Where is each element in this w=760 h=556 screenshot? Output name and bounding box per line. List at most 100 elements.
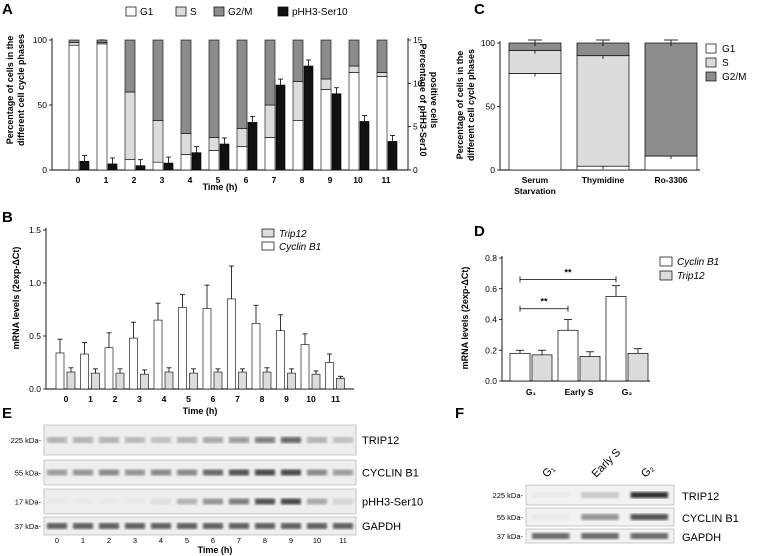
blot-e-lane-label: 4 (159, 536, 163, 545)
panel-b-xtick-label: 7 (235, 394, 240, 404)
panel-b-bar-trip12 (164, 371, 174, 390)
panel-a-bar-g1 (68, 44, 80, 171)
blot-e-band (333, 498, 353, 505)
blot-f-lane-label: Early S (590, 447, 624, 481)
panel-d-bar-trip12 (627, 352, 649, 382)
blot-e-lane-label: 2 (107, 536, 111, 545)
legend-label-g1: G1 (140, 7, 154, 18)
blot-e-band (99, 437, 119, 443)
blot-e-band (151, 523, 171, 529)
panel-c-ytick-label: 50 (486, 102, 496, 112)
panel-b-bar-cyclinb1 (276, 330, 285, 390)
legend-swatch-phh3 (277, 6, 289, 17)
panel-b-bar-cyclinb1 (129, 337, 138, 390)
panel-a-ytick-label: 0 (42, 165, 47, 175)
legend-swatch-cyclinb1-d (659, 256, 673, 267)
panel-a-bar-s (236, 128, 248, 147)
panel-a-xtick-label: 1 (104, 175, 109, 185)
panel-a-xtick-label: 6 (244, 175, 249, 185)
panel-label-e: E (2, 405, 12, 422)
blot-f-band (532, 533, 570, 539)
legend-swatch-trip12 (261, 228, 275, 238)
panel-d-ytick-label: 0.2 (485, 345, 497, 355)
blot-f-protein-label: GAPDH (682, 532, 721, 544)
blot-e-band (255, 523, 275, 529)
panel-a-bar-phh3 (79, 161, 90, 171)
panel-b-ytick-label: 1.0 (29, 278, 41, 288)
blot-e-band (203, 469, 223, 476)
blot-e-band (125, 523, 145, 529)
panel-b-legend: Trip12 Cyclin B1 (261, 228, 321, 253)
panel-d-ytick-label: 0.4 (485, 315, 497, 325)
blot-f-band (630, 492, 668, 498)
blot-f-lane-label: G₁ (540, 463, 557, 480)
blot-e-band (229, 498, 249, 505)
panel-a-bar-phh3 (163, 162, 174, 171)
panel-a-bar-phh3 (247, 122, 258, 171)
panel-d-ytick-label: 0.0 (485, 376, 497, 386)
panel-c-ylabel-1: Percentage of cells in the (455, 51, 465, 160)
legend-swatch-g1-c (705, 43, 717, 54)
blot-e-band (177, 498, 197, 505)
panel-a-bar-phh3 (359, 121, 370, 171)
legend-swatch-cyclinb1 (261, 241, 275, 251)
blot-e-kda-label: 17 kDa- (15, 498, 42, 507)
blot-e-band (333, 437, 353, 443)
legend-label-cyclinb1: Cyclin B1 (279, 242, 321, 253)
panel-c-ytick-label: 100 (481, 38, 495, 48)
panel-a-bar-phh3 (219, 143, 230, 171)
panel-a-bar-g1 (180, 154, 192, 171)
blot-e-protein-label: GAPDH (362, 521, 401, 533)
panel-a-bar-phh3 (107, 163, 118, 171)
panel-d-ylabel: mRNA levels (2exp-ΔCt) (460, 267, 470, 370)
blot-f-protein-label: CYCLIN B1 (682, 513, 739, 525)
blot-f-kda-label: 37 kDa- (497, 532, 524, 541)
panel-d-xtick-label: G₁ (526, 387, 537, 397)
panel-c-bar-s (508, 50, 562, 74)
panel-a-ytick-label: 100 (33, 35, 47, 45)
panel-a-bar-s (152, 120, 164, 163)
panel-c-ylabel-2: different cell cycle phases (466, 49, 476, 161)
panel-a-bar-s (124, 91, 136, 160)
panel-d-bar-trip12 (579, 356, 601, 382)
panel-c-xtick-label: Starvation (514, 186, 556, 196)
panel-b-xtick-label: 10 (306, 394, 316, 404)
panel-a-bar-g2m (264, 39, 276, 106)
panel-a-xtick-label: 4 (188, 175, 193, 185)
panel-b-bar-cyclinb1 (80, 353, 89, 390)
blot-e-band (229, 437, 249, 443)
panel-b-bar-cyclinb1 (325, 362, 334, 390)
blot-e-band (73, 498, 93, 505)
panel-b-ytick-label: 1.5 (29, 225, 41, 235)
panel-a-bar-g2m (208, 39, 220, 138)
panel-b-bar-trip12 (115, 372, 125, 390)
blot-e-strip (43, 488, 357, 515)
panel-c-xtick-label: Thymidine (582, 175, 625, 185)
blot-f-band (630, 533, 668, 539)
panel-b-bar-cyclinb1 (104, 347, 114, 390)
panel-d-sig-label: ** (564, 268, 572, 278)
legend-swatch-s (175, 6, 187, 17)
panel-a-bar-phh3 (191, 152, 202, 171)
legend-swatch-g1 (125, 6, 137, 17)
blot-e-lane-label: 5 (185, 536, 189, 545)
panel-d-bar-cyclinb1 (509, 352, 531, 382)
panel-a-xtick-label: 10 (353, 175, 363, 185)
panel-label-f: F (455, 405, 464, 422)
blot-f-band (581, 533, 619, 539)
panel-a-bar-g2m (152, 39, 164, 121)
blot-e-band (151, 437, 171, 443)
blot-e-band (151, 498, 171, 505)
panel-a-bar-phh3 (331, 93, 342, 171)
panel-d-xtick-label: Early S (565, 387, 594, 397)
blot-e-band (307, 498, 327, 505)
blot-e-band (151, 469, 171, 476)
panel-b-ylabel: mRNA levels (2exp-ΔCt) (11, 247, 21, 350)
panel-b-bar-trip12 (287, 372, 296, 390)
blot-e-lane-label: 10 (313, 536, 321, 545)
panel-a-xlabel: Time (h) (203, 182, 238, 192)
blot-e-band (99, 523, 119, 529)
panel-a-bar-g2m (320, 39, 332, 80)
